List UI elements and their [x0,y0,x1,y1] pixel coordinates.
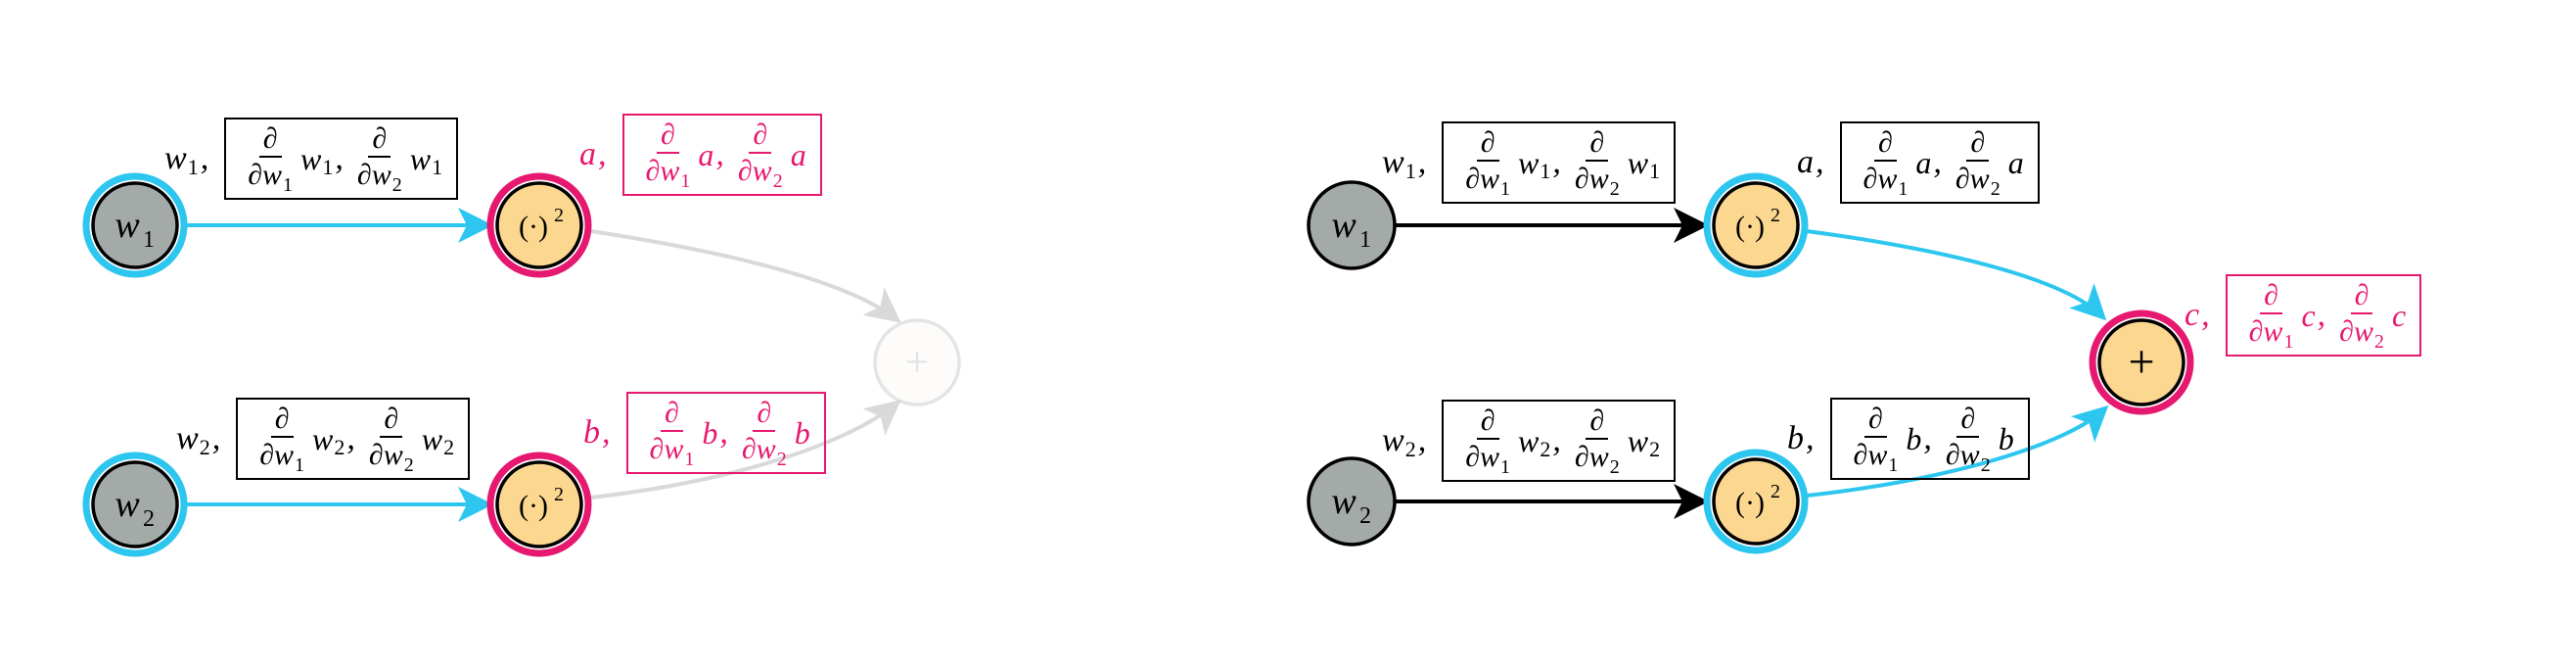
node-square1-exp: 2 [1771,205,1780,226]
left-label-b: b, ∂ ∂w1 b, ∂ ∂w2 b [583,392,826,474]
node-square2-exp: 2 [1771,481,1780,502]
gradient-bracket: ∂ ∂w1 a, ∂ ∂w2 a [621,114,822,196]
right-label-c: c, ∂ ∂w1 c, ∂ ∂w2 c [2185,274,2422,357]
node-plus-symbol: + [2128,336,2154,388]
node-square2: (·) 2 [486,452,592,557]
node-w2: w 2 [82,452,188,557]
right-label-b: b, ∂ ∂w1 b, ∂ ∂w2 b [1787,398,2030,480]
label-name: w [164,140,187,176]
label-name: c [2185,297,2200,333]
node-w1-symbol: w [115,205,140,246]
label-name: b [1787,420,1804,456]
gradient-bracket: ∂ ∂w1 c, ∂ ∂w2 c [2225,274,2422,357]
node-w1-sub: 1 [1359,227,1371,253]
node-w2: w 2 [1307,456,1397,547]
node-w2-sub: 2 [143,506,155,532]
node-plus-faded-symbol: + [905,338,930,386]
label-name: a [579,136,596,172]
label-name: b [583,414,600,451]
node-w2-symbol: w [115,484,140,525]
node-w1-symbol: w [1331,205,1357,246]
node-square2-exp: 2 [554,484,564,505]
node-w2-symbol: w [1331,481,1357,522]
gradient-bracket: ∂ ∂w1 a, ∂ ∂w2 a [1839,121,2040,204]
label-name: w [1382,144,1404,180]
label-name: w [1382,422,1404,458]
node-w1: w 1 [82,172,188,278]
edge-square1-to-plus [1806,229,2107,321]
node-square1-symbol: (·) [519,211,548,243]
node-plus: + [2089,309,2194,415]
node-square1: (·) 2 [1703,172,1809,278]
label-name: w [176,420,199,456]
edge-square2-to-plus [1806,404,2109,498]
left-label-a: a, ∂ ∂w1 a, ∂ ∂w2 a [579,114,822,196]
gradient-bracket: ∂ ∂w1 b, ∂ ∂w2 b [1829,398,2030,480]
node-square2: (·) 2 [1703,449,1809,554]
left-panel: w 1 (·) 2 w 2 (·) 2 + [82,172,961,557]
node-w1-sub: 1 [143,227,155,253]
right-panel: w 1 (·) 2 w 2 (·) 2 + [1307,172,2194,554]
node-square2-symbol: (·) [1735,487,1765,519]
node-w1: w 1 [1307,180,1397,270]
right-label-a: a, ∂ ∂w1 a, ∂ ∂w2 a [1797,121,2040,204]
node-square1: (·) 2 [486,172,592,278]
edge-square1-to-plus-faded [590,229,901,323]
node-w2-sub: 2 [1359,503,1371,529]
node-square1-exp: 2 [554,205,564,226]
node-square2-symbol: (·) [519,490,548,522]
node-plus-faded: + [873,318,961,406]
label-name: a [1797,144,1814,180]
node-square1-symbol: (·) [1735,211,1765,243]
gradient-bracket: ∂ ∂w1 b, ∂ ∂w2 b [625,392,826,474]
edge-square2-to-plus-faded [590,400,901,500]
